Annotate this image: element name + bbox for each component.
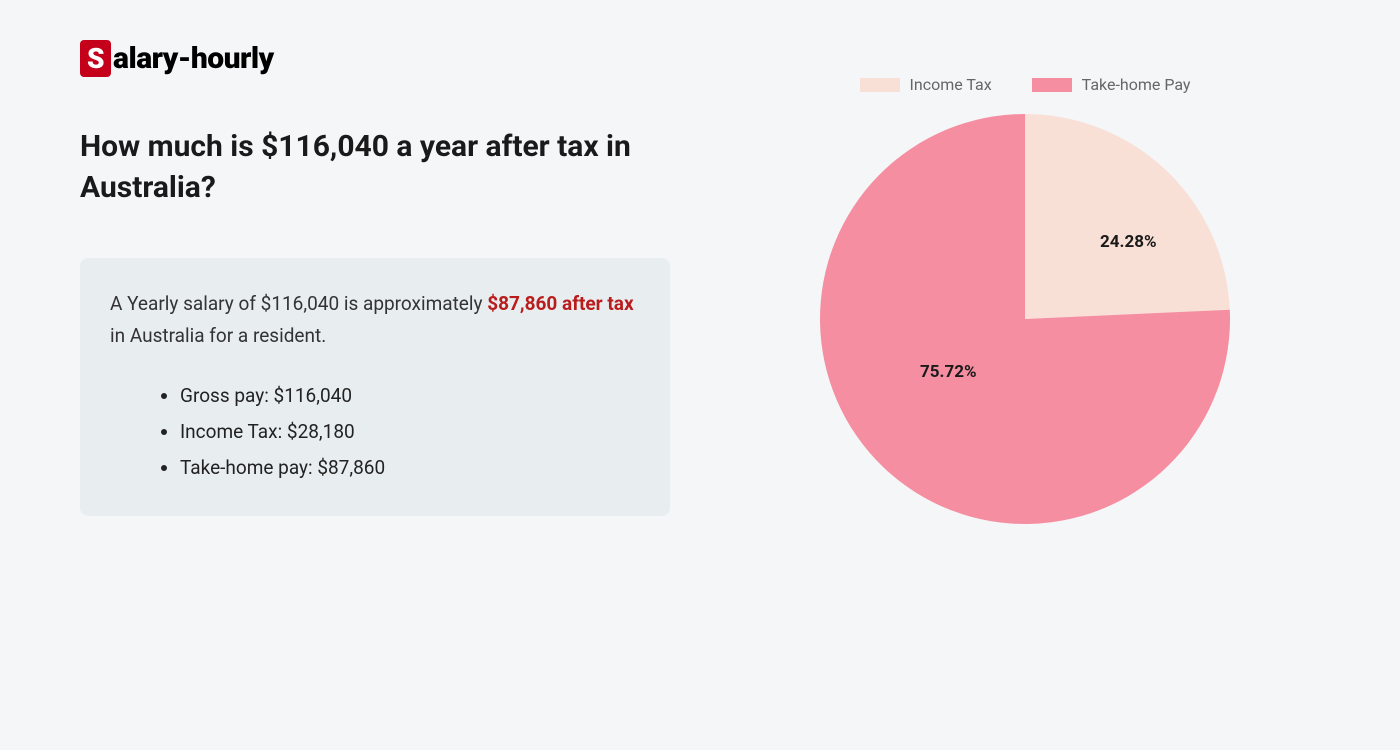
pie-chart: 24.28% 75.72% [820,114,1230,524]
right-panel: Income Tax Take-home Pay 24.28% 75.72% [730,40,1320,524]
logo-badge: S [80,40,111,77]
breakdown-list: Gross pay: $116,040 Income Tax: $28,180 … [110,378,640,486]
info-summary: A Yearly salary of $116,040 is approxima… [110,288,640,353]
list-item: Take-home pay: $87,860 [180,450,640,486]
logo-text: alary-hourly [113,41,274,76]
left-panel: Salary-hourly How much is $116,040 a yea… [80,40,670,524]
legend-label: Take-home Pay [1082,75,1191,94]
list-item: Income Tax: $28,180 [180,414,640,450]
chart-legend: Income Tax Take-home Pay [860,75,1191,94]
legend-item-income-tax: Income Tax [860,75,992,94]
info-suffix: in Australia for a resident. [110,324,326,347]
logo: Salary-hourly [80,40,670,77]
pie-svg [820,114,1230,524]
page-container: Salary-hourly How much is $116,040 a yea… [0,0,1400,564]
legend-swatch-icon [860,78,900,92]
pie-slice-label: 75.72% [920,362,977,382]
legend-swatch-icon [1032,78,1072,92]
legend-item-take-home: Take-home Pay [1032,75,1191,94]
legend-label: Income Tax [910,75,992,94]
info-prefix: A Yearly salary of $116,040 is approxima… [110,292,487,315]
page-title: How much is $116,040 a year after tax in… [80,127,670,208]
pie-slice-label: 24.28% [1100,232,1157,252]
info-highlight: $87,860 after tax [487,292,633,315]
list-item: Gross pay: $116,040 [180,378,640,414]
info-card: A Yearly salary of $116,040 is approxima… [80,258,670,516]
